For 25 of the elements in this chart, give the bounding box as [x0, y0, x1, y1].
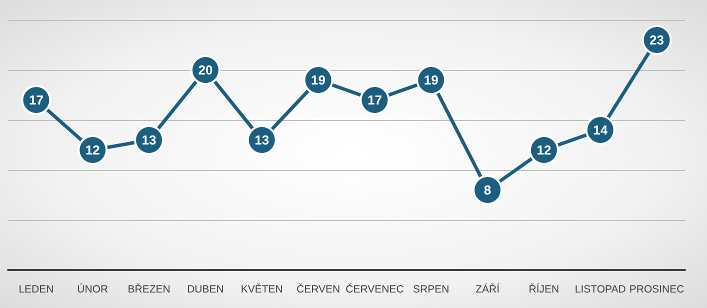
x-tick-label: ČERVENEC — [346, 282, 404, 296]
data-label: 23 — [650, 32, 664, 48]
x-tick-label: BŘEZEN — [128, 282, 170, 296]
data-label: 20 — [198, 62, 213, 78]
x-tick-label: LEDEN — [18, 284, 54, 296]
data-label: 13 — [254, 132, 270, 148]
x-tick-label: LISTOPAD — [574, 284, 626, 296]
x-tick-label: DUBEN — [187, 284, 224, 296]
data-label: 17 — [367, 92, 382, 108]
x-tick-label: KVĚTEN — [240, 282, 283, 296]
data-label: 17 — [28, 92, 44, 108]
data-label: 12 — [536, 142, 552, 158]
x-tick-label: PROSINEC — [629, 284, 685, 296]
x-tick-label: ZÁŘÍ — [476, 282, 500, 296]
x-tick-label: ČERVEN — [296, 282, 340, 296]
data-label: 12 — [85, 142, 100, 158]
data-label: 19 — [311, 72, 326, 88]
data-label: 19 — [424, 72, 438, 88]
x-tick-label: ŘÍJEN — [528, 282, 560, 296]
x-tick-label: ÚNOR — [77, 282, 108, 296]
data-label: 13 — [142, 132, 156, 148]
point — [472, 175, 503, 205]
data-label: 14 — [593, 122, 608, 138]
x-tick-label: SRPEN — [413, 284, 450, 296]
data-label: 8 — [484, 182, 492, 198]
